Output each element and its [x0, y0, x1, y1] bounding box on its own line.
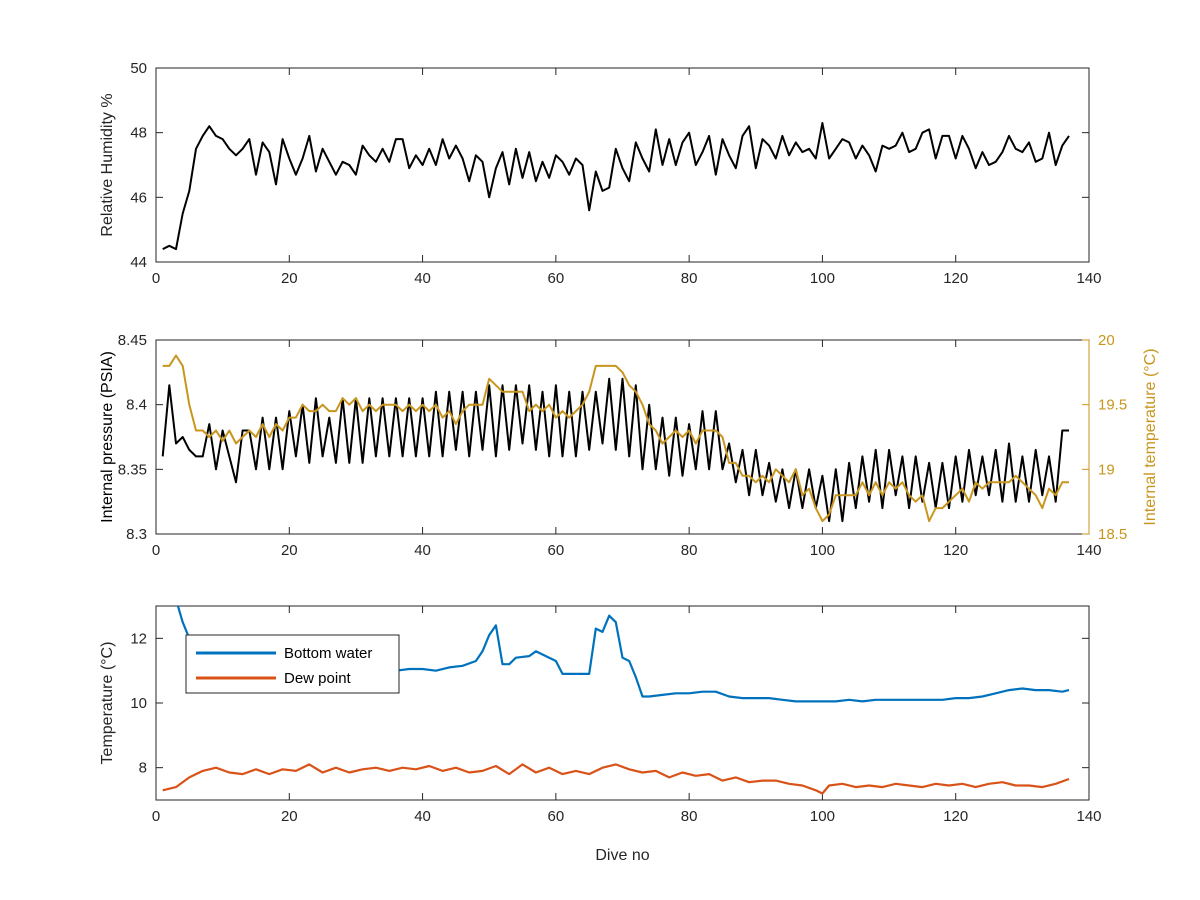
y-axis-label: Internal pressure (PSIA) [99, 351, 116, 523]
y-tick-label: 46 [130, 189, 147, 206]
y-tick-label: 50 [130, 60, 147, 77]
y-tick-label: 8.45 [118, 332, 147, 349]
x-tick-label: 80 [681, 808, 698, 825]
y-tick-label: 48 [130, 125, 147, 142]
x-tick-label: 40 [414, 542, 431, 559]
x-tick-label: 120 [943, 270, 968, 287]
x-tick-label: 120 [943, 542, 968, 559]
series-line-0 [162, 122, 1070, 251]
x-tick-label: 20 [281, 542, 298, 559]
humidity-panel: 0 20 40 60 80 100 120 140 44 46 48 50 Relative Humid… [99, 60, 1102, 287]
legend: Bottom water Dew point [185, 634, 400, 694]
y-axis-label: Relative Humidity % [99, 93, 116, 236]
x-tick-label: 100 [810, 808, 835, 825]
y-right-tick-label: 20 [1098, 332, 1115, 349]
x-tick-label: 120 [943, 808, 968, 825]
x-tick-label: 20 [281, 808, 298, 825]
x-tick-label: 0 [152, 808, 160, 825]
temperature-panel: 0 20 40 60 80 100 120 140 8 10 12 Temperature (°C) D… [99, 605, 1102, 864]
pressure-temperature-panel: 0 20 40 60 80 100 120 140 8.3 8.35 8.4 8.45 18.5 19 19… [99, 332, 1159, 559]
y-tick-label: 8.3 [126, 526, 147, 543]
x-tick-label: 20 [281, 270, 298, 287]
legend-label: Dew point [284, 670, 352, 687]
x-tick-label: 0 [152, 270, 160, 287]
x-tick-label: 60 [548, 808, 565, 825]
series-line-0 [161, 377, 1069, 523]
x-tick-label: 40 [414, 808, 431, 825]
axes-frame [155, 67, 1090, 263]
y-tick-label: 8.35 [118, 461, 147, 478]
y-right-tick-label: 19.5 [1098, 397, 1127, 414]
y-tick-label: 44 [130, 254, 147, 271]
series-line-1 [162, 354, 1069, 523]
x-tick-label: 40 [414, 270, 431, 287]
y-tick-label: 8.4 [126, 397, 147, 414]
legend-label: Bottom water [284, 645, 372, 662]
y-tick-label: 8 [139, 760, 147, 777]
y-right-axis-label: Internal temperature (°C) [1142, 348, 1159, 525]
series-dew-point-line [162, 763, 1070, 795]
x-axis-label: Dive no [595, 847, 649, 864]
y-tick-label: 12 [130, 630, 147, 647]
y-right-tick-label: 18.5 [1098, 526, 1127, 543]
x-tick-label: 140 [1076, 542, 1101, 559]
legend-box [185, 634, 400, 694]
x-tick-label: 80 [681, 270, 698, 287]
y-right-tick-label: 19 [1098, 461, 1115, 478]
x-tick-label: 60 [548, 542, 565, 559]
x-tick-label: 100 [810, 270, 835, 287]
x-tick-label: 140 [1076, 808, 1101, 825]
x-tick-label: 0 [152, 542, 160, 559]
y-tick-label: 10 [130, 695, 147, 712]
x-tick-label: 100 [810, 542, 835, 559]
x-tick-label: 60 [548, 270, 565, 287]
x-tick-label: 80 [681, 542, 698, 559]
y-axis-label: Temperature (°C) [99, 642, 116, 765]
x-tick-label: 140 [1076, 270, 1101, 287]
